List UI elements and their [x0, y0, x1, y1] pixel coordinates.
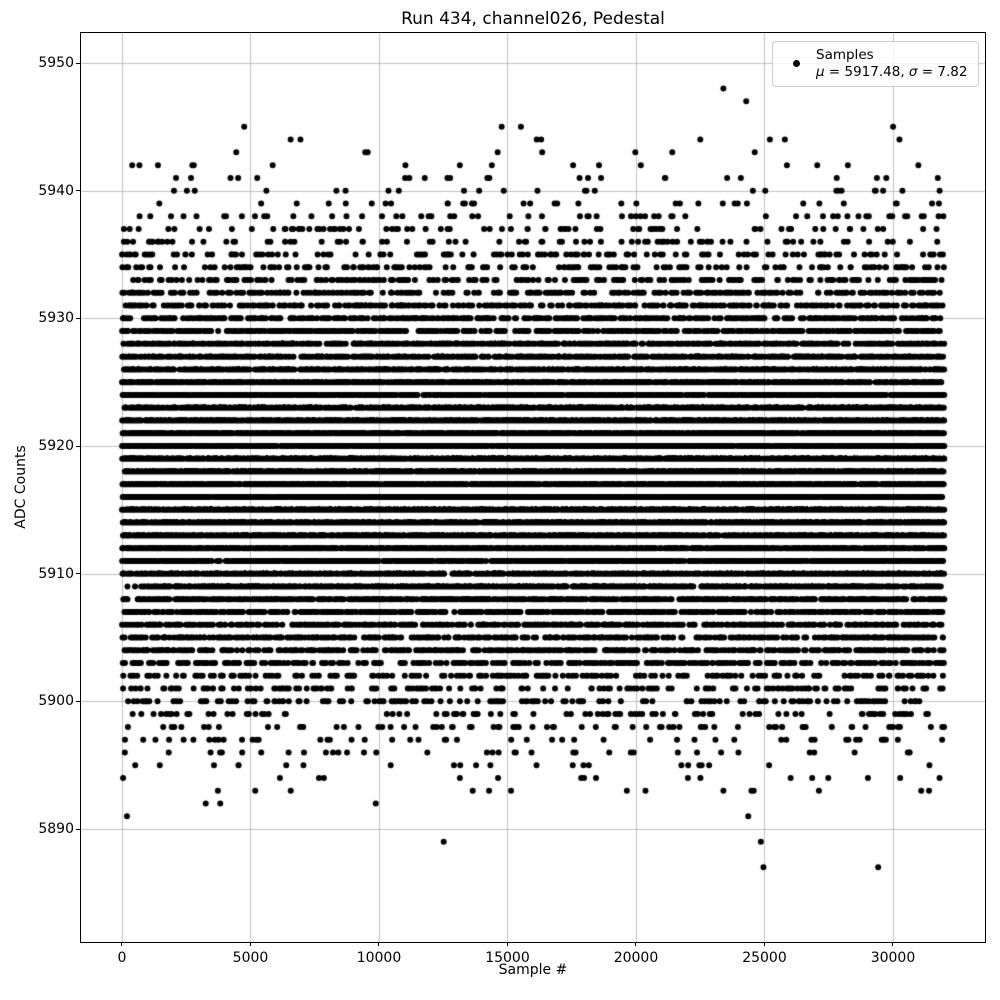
- legend-label-samples: Samples: [816, 47, 874, 63]
- plot-area: Samples μ = 5917.48, σ = 7.82: [80, 32, 986, 943]
- x-tick-label: 15000: [485, 950, 530, 966]
- y-tick-mark: [76, 573, 80, 575]
- legend-text: Samples μ = 5917.48, σ = 7.82: [816, 47, 972, 80]
- x-tick-mark: [249, 942, 251, 946]
- y-tick-label: 5890: [38, 821, 74, 837]
- y-tick-label: 5910: [38, 565, 74, 582]
- y-tick-label: 5900: [38, 693, 74, 710]
- y-tick-mark: [76, 62, 80, 64]
- x-tick-mark: [506, 942, 508, 946]
- y-tick-mark: [76, 445, 80, 447]
- y-tick-mark: [76, 317, 80, 319]
- y-tick-label: 5940: [38, 182, 74, 199]
- chart-title: Run 434, channel026, Pedestal: [401, 9, 665, 29]
- x-tick-label: 10000: [356, 950, 402, 966]
- x-tick-mark: [635, 942, 637, 946]
- y-tick-mark: [76, 828, 80, 830]
- legend-marker-dot-icon: [793, 60, 800, 67]
- scatter-canvas: [81, 33, 985, 942]
- x-tick-label: 20000: [613, 950, 659, 966]
- y-axis-label: ADC Counts: [13, 445, 29, 529]
- y-tick-label: 5930: [38, 310, 74, 327]
- x-tick-mark: [378, 942, 380, 946]
- x-tick-mark: [763, 942, 765, 946]
- x-tick-mark: [892, 942, 894, 946]
- legend: Samples μ = 5917.48, σ = 7.82: [772, 41, 979, 87]
- y-tick-mark: [76, 190, 80, 192]
- x-tick-label: 0: [117, 950, 127, 966]
- y-tick-label: 5920: [38, 438, 74, 454]
- x-tick-label: 5000: [232, 950, 269, 966]
- y-tick-mark: [76, 700, 80, 702]
- y-tick-label: 5950: [38, 55, 74, 71]
- x-axis-label: Sample #: [498, 962, 568, 978]
- x-tick-label: 30000: [870, 950, 916, 966]
- x-tick-label: 25000: [742, 950, 787, 966]
- legend-stats: μ = 5917.48, σ = 7.82: [816, 63, 968, 80]
- x-tick-mark: [121, 942, 123, 946]
